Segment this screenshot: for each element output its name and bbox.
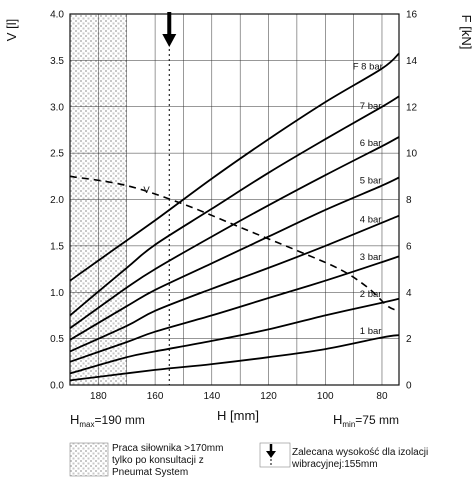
volume-curve-label: V [143, 185, 150, 196]
x-tick-label: 180 [90, 391, 107, 402]
force-curve-1bar [69, 334, 400, 382]
h-min-label: Hmin=75 mm [333, 412, 399, 429]
curve-label-6bar: 6 bar [360, 138, 382, 149]
curve-label-8bar: F 8 bar [353, 62, 383, 73]
legend-hatch-line-2: tylko po konsultacji z [112, 455, 204, 466]
y-left-tick-label: 2.5 [50, 149, 64, 160]
legend-hatch-line-1: Praca siłownika >170mm [112, 443, 223, 454]
y-right-axis-label: F [kN] [459, 15, 474, 50]
y-left-tick-label: 3.5 [50, 56, 64, 67]
y-left-tick-label: 2.0 [50, 195, 64, 206]
legend-hatch-line-3: Pneumat System [112, 467, 188, 478]
y-left-axis-label: V [l] [4, 19, 19, 41]
x-tick-label: 160 [147, 391, 164, 402]
y-right-tick-label: 4 [406, 288, 412, 299]
y-left-tick-label: 1.0 [50, 288, 64, 299]
y-left-tick-label: 4.0 [50, 10, 64, 21]
legend-arrow-box [259, 442, 291, 468]
curve-label-5bar: 5 bar [360, 175, 382, 186]
y-right-tick-label: 6 [406, 241, 412, 252]
curve-label-1bar: 1 bar [360, 326, 382, 337]
y-left-tick-label: 3.0 [50, 102, 64, 113]
force-curve-8bar [69, 52, 400, 282]
y-right-tick-label: 16 [406, 10, 418, 21]
legend-arrow-line-2: wibracyjnej:155mm [291, 459, 378, 470]
legend-arrow-head-icon [266, 451, 276, 458]
y-right-tick-label: 8 [406, 195, 412, 206]
force-curve-6bar [69, 136, 400, 329]
y-right-tick-label: 0 [406, 381, 412, 392]
y-right-tick-label: 2 [406, 334, 412, 345]
volume-curve [69, 175, 400, 312]
curve-label-7bar: 7 bar [360, 101, 382, 112]
x-axis-label: H [mm] [217, 408, 259, 423]
plot-frame [69, 13, 400, 386]
h-max-label: Hmax=190 mm [70, 412, 145, 429]
force-curve-4bar [69, 214, 400, 353]
force-curve-5bar [69, 176, 400, 341]
y-right-tick-label: 14 [406, 56, 418, 67]
recommended-arrow-head-icon [162, 34, 177, 47]
force-curve-3bar [69, 255, 400, 363]
force-curve-7bar [69, 95, 400, 317]
force-curve-2bar [69, 297, 400, 375]
x-tick-label: 140 [203, 391, 220, 402]
y-left-tick-label: 0.5 [50, 334, 64, 345]
curve-label-4bar: 4 bar [360, 215, 382, 226]
y-right-tick-label: 12 [406, 102, 418, 113]
curve-label-3bar: 3 bar [360, 252, 382, 263]
y-right-tick-label: 10 [406, 149, 418, 160]
legend-hatch-swatch [69, 442, 109, 477]
x-tick-label: 80 [376, 391, 388, 402]
y-left-tick-label: 1.5 [50, 241, 64, 252]
y-left-tick-label: 0.0 [50, 381, 64, 392]
x-tick-label: 100 [317, 391, 334, 402]
curve-label-2bar: 2 bar [360, 289, 382, 300]
x-tick-label: 120 [260, 391, 277, 402]
legend-arrow-line-1: Zalecana wysokość dla izolacji [292, 447, 428, 458]
